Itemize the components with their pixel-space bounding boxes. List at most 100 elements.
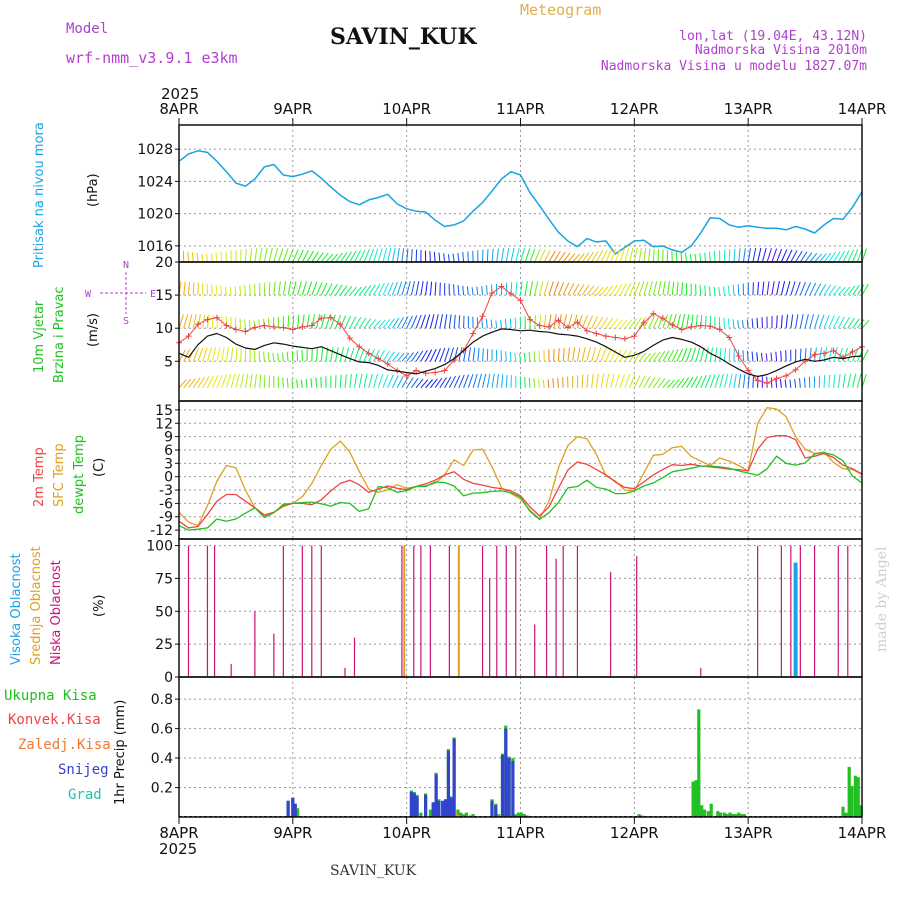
wind-barb [372, 373, 379, 388]
wind-barb [481, 285, 484, 296]
wind-barb [652, 280, 658, 296]
wind-barb [196, 252, 199, 263]
precip-bar [734, 814, 738, 817]
wind-barb [742, 248, 746, 263]
precip-bar [494, 805, 498, 817]
wind-barb [183, 281, 186, 296]
wind-barb [814, 253, 822, 263]
wind-barb [562, 282, 570, 296]
wind-barb [727, 318, 730, 329]
wind-barb [624, 374, 631, 388]
wind-barb [354, 316, 362, 329]
wind-barb [344, 285, 353, 296]
wind-barb [610, 284, 618, 296]
x-label-top: 10APR [382, 100, 431, 118]
precip-snow-label: Snijeg [58, 762, 109, 778]
wind-barb [358, 285, 367, 296]
precip-bar [504, 728, 508, 817]
wind-barb [662, 314, 668, 329]
gust-marker [583, 327, 590, 334]
wind-barb [548, 281, 554, 296]
wind-barb [287, 248, 294, 263]
wind-barb [648, 315, 655, 329]
wind-barb [605, 348, 612, 362]
wind-barb [567, 314, 573, 329]
wind-barb [752, 247, 757, 263]
wind-barb [434, 348, 441, 362]
precip-bar [853, 775, 857, 817]
wind-barb [515, 247, 520, 263]
wind-barb [700, 374, 707, 388]
y-tick-label: 10 [155, 321, 173, 337]
wind-barb [268, 282, 271, 296]
wind-barb [852, 348, 859, 362]
wind-barb [220, 286, 223, 296]
wind-barb [790, 281, 796, 296]
wind-barb [330, 347, 334, 362]
x-label-top: 11APR [496, 100, 545, 118]
wind-barb [667, 314, 673, 329]
wind-barb [581, 252, 590, 263]
gust-marker [327, 314, 334, 321]
wind-barb [795, 314, 799, 329]
wind-barb [501, 374, 504, 388]
pressure-line [178, 150, 863, 255]
precip-bar [456, 814, 460, 817]
precip-unit: 1hr Precip (mm) [113, 700, 128, 805]
wind-barb [339, 285, 348, 296]
wind-barb [396, 248, 400, 263]
wind-barb [335, 314, 342, 329]
wind-barb [258, 350, 261, 362]
model-label: Model [66, 21, 108, 37]
wind-barb [852, 373, 857, 388]
wind-barb [766, 281, 770, 296]
wind-barb [837, 373, 841, 388]
wind-barb [207, 375, 214, 388]
wind-barb [396, 375, 404, 388]
wind-barb [306, 250, 314, 263]
wind-barb [809, 282, 817, 296]
wind-barb [847, 317, 855, 329]
product-title: Meteogram [520, 1, 601, 19]
wind-barb [240, 348, 242, 362]
wind-barb [325, 314, 331, 329]
wind-barb [211, 284, 213, 296]
wind-barb [344, 347, 350, 362]
wind-barb [349, 374, 352, 388]
wind-barb [466, 286, 469, 296]
wind-barb [619, 248, 625, 263]
x-label-top: 14APR [838, 100, 887, 118]
wind-barb [330, 253, 339, 263]
wind-barb [406, 281, 411, 296]
wind-barb [387, 374, 394, 388]
wind-barb [272, 352, 275, 362]
wind-barb [718, 287, 721, 296]
wind-barb [224, 286, 227, 296]
wind-barb [676, 314, 681, 329]
precip-bar [859, 805, 863, 817]
wind-barb [481, 318, 484, 329]
wind-barb [358, 373, 363, 388]
wind-barb [704, 347, 709, 362]
wind-barb [249, 248, 252, 263]
cloud-low-label: Niska Oblacnost [49, 560, 64, 665]
compass-s: S [123, 316, 129, 327]
wind-barb [377, 283, 385, 296]
wind-barb [183, 349, 191, 362]
wind-barb [770, 352, 773, 362]
wind-barb [799, 314, 804, 329]
wind-barb [657, 249, 660, 263]
wind-barb [187, 281, 190, 296]
y-tick-label: -12 [150, 523, 173, 539]
wind-barb [676, 281, 679, 296]
wind-barb [363, 318, 372, 329]
wind-barb [504, 319, 507, 329]
wind-barb [814, 283, 822, 296]
wind-barb [254, 374, 257, 388]
y-tick-label: 15 [155, 288, 173, 304]
wind-barb [624, 247, 630, 263]
wind-barb [491, 373, 495, 388]
wind-barb [719, 373, 724, 388]
precip-bar [507, 758, 511, 817]
wind-barb [804, 252, 813, 263]
